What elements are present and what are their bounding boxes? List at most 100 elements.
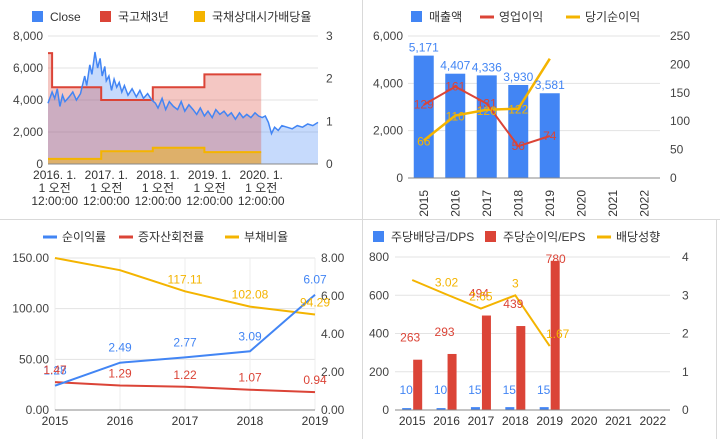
sales-bar-4	[539, 93, 560, 178]
ratio-margin-label-0: 1.28	[43, 364, 67, 378]
div-y-left-tick-0: 0	[382, 403, 389, 417]
ratio-turnover-label-3: 1.07	[238, 371, 262, 385]
div-dps-label-2: 15	[468, 383, 482, 397]
div-eps-label-1: 293	[435, 325, 455, 339]
sales-net-label-3: 122	[508, 103, 528, 117]
price-y-right-tick-2: 2	[326, 72, 333, 86]
div-eps-bar-1	[447, 353, 457, 410]
div-legend-swatch-0	[373, 231, 384, 242]
price-x-tick-3-2: 12:00:00	[186, 194, 233, 208]
ratio-x-tick-2: 2017	[172, 414, 199, 428]
sales-bar-label-1: 4,407	[440, 59, 470, 73]
sales-x-tick-2: 2017	[480, 190, 494, 217]
ratio-margin-label-4: 6.07	[303, 273, 327, 287]
price-bond-line	[48, 52, 262, 101]
ratio-debt-line	[54, 257, 316, 316]
sales-x-tick-1: 2016	[448, 190, 462, 217]
price-x-tick-0-0: 2016. 1.	[33, 168, 76, 182]
div-legend-label-0: 주당배당금/DPS	[391, 230, 474, 244]
ratio-margin-label-1: 2.49	[108, 341, 132, 355]
div-payout-label-2: 2.65	[469, 290, 493, 304]
ratio-y-left-tick-0: 0.00	[26, 403, 50, 417]
price-y-left-tick-2: 4,000	[13, 93, 43, 107]
div-x-tick-1: 2016	[433, 414, 460, 428]
sales-net-label-2: 120	[477, 104, 497, 118]
sales-y-right-tick-5: 250	[670, 29, 690, 43]
ratio-y-right-tick-3: 6.00	[321, 289, 345, 303]
div-eps-label-3: 439	[503, 297, 523, 311]
div-payout-line	[411, 279, 551, 347]
ratio-turnover-line	[54, 381, 316, 394]
div-x-tick-5: 2020	[571, 414, 598, 428]
div-dps-bar-0	[402, 408, 412, 410]
ratio-margin-label-2: 2.77	[173, 335, 197, 349]
financial-ratio-chart: 순이익률 증자산회전률 부채비율0.0050.00100.00150.000.002…	[12, 230, 345, 428]
div-eps-bar-4	[550, 260, 560, 410]
div-y-left-tick-1: 200	[369, 365, 389, 379]
sales-bar-2	[476, 75, 497, 178]
panel-divider-right	[716, 219, 717, 439]
price-close-line	[47, 51, 319, 136]
sales-op-label-4: 74	[543, 129, 557, 143]
ratio-margin-line	[54, 293, 316, 387]
div-y-left-tick-2: 400	[369, 327, 389, 341]
div-y-right-tick-0: 0	[682, 403, 689, 417]
sales-x-tick-5: 2020	[574, 190, 588, 217]
div-dps-bar-4	[539, 407, 549, 410]
price-x-tick-2-1: 1 오전	[142, 181, 174, 195]
sales-bar-label-4: 3,581	[535, 78, 565, 92]
ratio-legend-label-1: 증자산회전률	[138, 230, 204, 244]
price-yield-line	[48, 146, 262, 160]
price-x-tick-4-1: 1 오전	[245, 181, 277, 195]
sales-x-tick-3: 2018	[511, 190, 525, 217]
ratio-turnover-label-4: 0.94	[303, 373, 327, 387]
sales-chart-panel: 매출액 영업이익 당기순이익 0 2,000 4,000 6,000 0 50 100 150 200…	[363, 0, 720, 219]
price-y-right-tick-3: 3	[326, 29, 333, 43]
price-x-tick-1-2: 12:00:00	[83, 194, 130, 208]
ratio-y-right-tick-1: 2.00	[321, 365, 345, 379]
sales-bar-0	[413, 55, 434, 178]
div-eps-bar-0	[413, 359, 423, 410]
ratio-margin-label-3: 3.09	[238, 329, 262, 343]
div-legend-label-1: 주당순이익/EPS	[503, 230, 586, 244]
sales-legend-swatch-0	[411, 11, 422, 22]
ratio-chart-panel: 순이익률 증자산회전률 부채비율 0.00 50.00 100.00 150.00 0.00 2…	[0, 220, 362, 439]
div-dps-bar-3	[505, 407, 515, 410]
div-payout-label-1: 3.02	[435, 275, 459, 289]
ratio-legend-label-2: 부채비율	[244, 230, 288, 244]
price-x-tick-1-0: 2017. 1.	[85, 168, 128, 182]
div-x-tick-6: 2021	[605, 414, 632, 428]
sales-y-right-tick-1: 50	[670, 143, 684, 157]
sales-net-label-0: 66	[417, 135, 431, 149]
ratio-turnover-label-0: 1.47	[43, 363, 67, 377]
div-x-tick-7: 2022	[639, 414, 666, 428]
price-y-right-tick-1: 1	[326, 114, 333, 128]
price-x-tick-2-2: 12:00:00	[135, 194, 182, 208]
sales-bar-label-2: 4,336	[472, 60, 502, 74]
div-dps-label-3: 15	[503, 383, 517, 397]
ratio-debt-label-3: 102.08	[232, 288, 269, 302]
div-dps-label-0: 10	[400, 383, 414, 397]
price-x-tick-4-2: 12:00:00	[238, 194, 285, 208]
div-y-right-tick-3: 3	[682, 288, 689, 302]
price-y-left-tick-0: 0	[36, 157, 43, 171]
sales-legend-label-1: 영업이익	[499, 10, 543, 24]
ratio-y-left-tick-2: 100.00	[12, 302, 49, 316]
div-dps-label-1: 10	[434, 383, 448, 397]
div-eps-label-0: 263	[400, 331, 420, 345]
sales-x-tick-4: 2019	[543, 190, 557, 217]
sales-x-tick-0: 2015	[417, 190, 431, 217]
ratio-turnover-label-1: 1.29	[108, 366, 132, 380]
stock-price-chart-panel: Close 국고채3년 국채상대시가배당율 0 2,000 4,000 6,000 8,000…	[0, 0, 362, 219]
price-y-left-tick-1: 2,000	[13, 125, 43, 139]
dividend-chart: 주당배당금/DPS 주당순이익/EPS 배당성향 0 200 400 600 800 0 1 2 3 4…	[369, 230, 689, 428]
ratio-y-right-tick-2: 4.00	[321, 327, 345, 341]
price-x-tick-3-1: 1 오전	[194, 181, 226, 195]
ratio-x-tick-3: 2018	[237, 414, 264, 428]
div-x-tick-3: 2018	[502, 414, 529, 428]
sales-bar-label-0: 5,171	[409, 41, 439, 55]
price-x-tick-2-0: 2018. 1.	[136, 168, 179, 182]
price-legend-swatch-2	[194, 11, 205, 22]
ratio-y-left-tick-3: 150.00	[12, 251, 49, 265]
sales-x-tick-7: 2022	[637, 190, 651, 217]
